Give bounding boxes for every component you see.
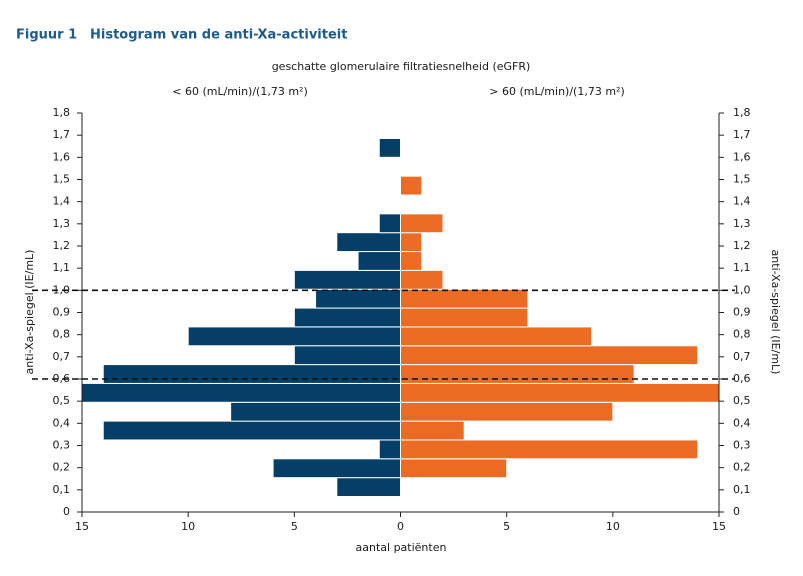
- bar: [336, 232, 401, 253]
- y2-tick-label: 1,2: [733, 239, 751, 252]
- y2-tick-label: 0,4: [733, 416, 751, 429]
- y2-tick-label: 1,3: [733, 217, 751, 230]
- bar: [293, 269, 402, 290]
- y-tick-label: 0: [63, 505, 70, 518]
- y2-tick-label: 0,3: [733, 439, 751, 452]
- y-tick-label: 0,2: [53, 461, 71, 474]
- bar: [230, 401, 401, 422]
- bar: [400, 251, 423, 271]
- y2-tick-label: 1,5: [733, 173, 751, 186]
- y2-tick-label: 1,4: [733, 195, 751, 208]
- bar: [400, 175, 423, 196]
- y2-tick-label: 0,5: [733, 394, 751, 407]
- bar: [378, 213, 401, 234]
- bar: [336, 477, 401, 497]
- y-tick-label: 1,7: [53, 128, 71, 141]
- bar: [400, 345, 699, 366]
- bar: [400, 326, 593, 347]
- x-tick-label: 15: [75, 520, 89, 533]
- y-tick-label: 1,3: [53, 217, 71, 230]
- y2-tick-label: 0,8: [733, 328, 751, 341]
- legend-label: > 60 (mL/min)/(1,73 m²): [489, 85, 625, 98]
- bar: [400, 401, 614, 422]
- y2-tick-label: 0: [733, 505, 740, 518]
- y-tick-label: 0,7: [53, 350, 71, 363]
- y-tick-label: 0,4: [53, 416, 71, 429]
- bar: [400, 288, 529, 309]
- bar: [378, 137, 401, 158]
- y2-tick-label: 1,6: [733, 150, 751, 163]
- y-tick-label: 1,8: [53, 106, 71, 119]
- y-tick-label: 0,8: [53, 328, 71, 341]
- y2-tick-label: 1,7: [733, 128, 751, 141]
- bar: [400, 364, 635, 384]
- x-tick-label: 0: [397, 520, 404, 533]
- y2-axis-title: anti-Xa-spiegel (IE/mL): [769, 250, 782, 375]
- y-tick-label: 0,5: [53, 394, 71, 407]
- legend-label: < 60 (mL/min)/(1,73 m²): [172, 85, 308, 98]
- x-tick-label: 5: [291, 520, 298, 533]
- bar: [272, 458, 402, 479]
- y2-tick-label: 0,2: [733, 461, 751, 474]
- y-axis-title: anti-Xa-spiegel (IE/mL): [23, 250, 36, 375]
- bar: [400, 439, 699, 460]
- y-tick-label: 0,9: [53, 306, 71, 319]
- subtitle: geschatte glomerulaire filtratiesnelheid…: [272, 60, 531, 73]
- y2-tick-label: 1,0: [733, 283, 751, 296]
- y2-tick-label: 1,8: [733, 106, 751, 119]
- y-tick-label: 0,1: [53, 483, 71, 496]
- bar: [400, 269, 444, 290]
- x-tick-label: 10: [181, 520, 195, 533]
- bar: [400, 307, 529, 328]
- bar: [400, 382, 720, 403]
- bar: [400, 213, 444, 234]
- x-tick-label: 10: [606, 520, 620, 533]
- y-tick-label: 1,2: [53, 239, 71, 252]
- figure-label: Figuur 1: [16, 28, 77, 43]
- y-tick-label: 1,5: [53, 173, 71, 186]
- chart-title: Histogram van de anti-Xa-activiteit: [90, 28, 347, 43]
- bar: [293, 307, 402, 328]
- y2-tick-label: 0,1: [733, 483, 751, 496]
- bar: [315, 288, 402, 309]
- bar: [81, 382, 401, 403]
- y2-tick-label: 0,9: [733, 306, 751, 319]
- bar: [400, 458, 508, 479]
- bar: [378, 439, 401, 460]
- y2-tick-label: 1,1: [733, 261, 751, 274]
- bar: [102, 420, 401, 441]
- bar: [293, 345, 402, 366]
- y2-tick-label: 0,7: [733, 350, 751, 363]
- bar: [187, 326, 401, 347]
- y-tick-label: 1,6: [53, 150, 71, 163]
- y-tick-label: 1,0: [53, 283, 71, 296]
- x-tick-label: 5: [503, 520, 510, 533]
- bar: [357, 251, 401, 271]
- y-tick-label: 0,6: [53, 372, 71, 385]
- y2-tick-label: 0,6: [733, 372, 751, 385]
- x-tick-label: 15: [712, 520, 726, 533]
- bar: [400, 420, 465, 441]
- y-tick-label: 1,4: [53, 195, 71, 208]
- y-tick-label: 1,1: [53, 261, 71, 274]
- y-tick-label: 0,3: [53, 439, 71, 452]
- x-axis-title: aantal patiënten: [356, 541, 447, 554]
- bar: [102, 364, 401, 384]
- bar: [400, 232, 423, 253]
